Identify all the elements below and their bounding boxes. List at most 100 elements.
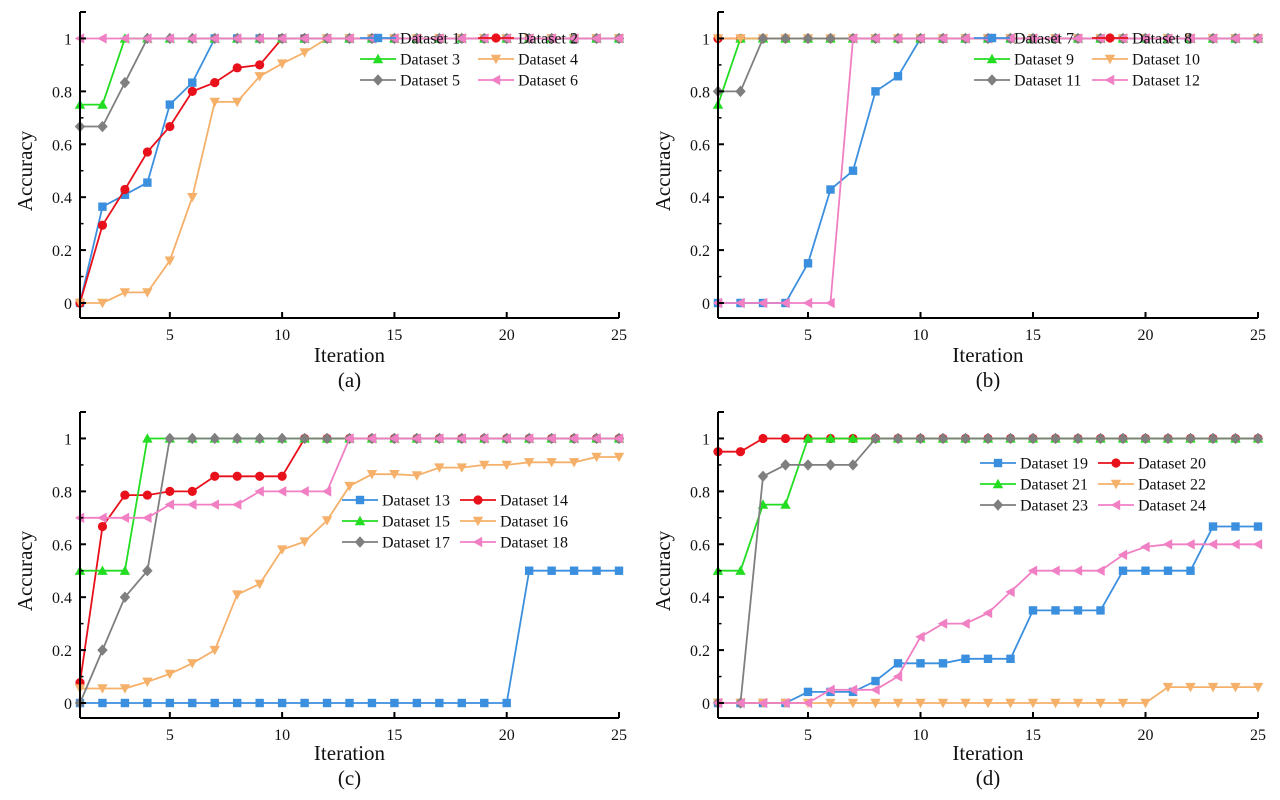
legend-marker: [490, 74, 501, 86]
panel-caption: (d): [976, 766, 1001, 790]
data-point: [735, 297, 745, 309]
data-point: [479, 460, 490, 471]
y-axis-title: Accuracy: [13, 530, 37, 611]
data-point: [1140, 698, 1151, 709]
data-point: [568, 33, 579, 44]
data-point: [412, 698, 422, 708]
data-point: [757, 470, 769, 482]
data-point: [1095, 432, 1106, 445]
data-point: [232, 590, 243, 600]
data-point: [938, 659, 948, 668]
data-point: [1095, 565, 1105, 576]
data-point: [344, 433, 354, 444]
data-point: [142, 288, 153, 298]
legend-item: Dataset 2: [478, 31, 578, 48]
data-point: [546, 433, 556, 444]
series-line: [718, 543, 1258, 704]
data-point: [893, 659, 903, 668]
x-tick-label: 10: [913, 727, 929, 744]
data-point: [254, 486, 264, 497]
y-tick-label: 0: [64, 696, 72, 713]
y-tick-label: 0.2: [52, 643, 72, 660]
legend: Dataset 7 Dataset 8 Dataset 9 Dataset 10 Dat…: [974, 31, 1200, 90]
data-point: [97, 33, 107, 44]
data-point: [1185, 539, 1195, 550]
data-point: [321, 33, 332, 44]
legend-item: Dataset 4: [478, 52, 578, 69]
data-point: [97, 298, 108, 309]
data-point: [254, 432, 265, 445]
x-tick-label: 25: [611, 327, 627, 344]
data-point: [434, 433, 444, 444]
legend-marker: [992, 478, 1004, 489]
x-tick-label: 15: [1025, 727, 1041, 744]
y-tick-label: 0: [702, 296, 710, 313]
panel-a: 00.20.40.60.815 10 15 20 25IterationAccuracy…: [13, 11, 627, 392]
data-point: [277, 471, 287, 481]
data-point: [142, 490, 152, 500]
data-point: [614, 566, 624, 575]
data-point: [1028, 606, 1038, 615]
data-point: [1207, 432, 1219, 445]
legend-label: Dataset 22: [1138, 477, 1206, 494]
data-point: [735, 565, 746, 575]
data-point: [757, 32, 769, 45]
legend-marker: [1110, 499, 1121, 511]
data-point: [119, 684, 131, 694]
data-point: [277, 698, 287, 708]
data-point: [276, 432, 288, 445]
data-point: [165, 121, 175, 132]
data-point: [1006, 654, 1015, 664]
panel-d: 00.20.40.60.815 10 15 20 25IterationAccuracy…: [651, 411, 1266, 790]
legend-marker: [472, 516, 484, 527]
legend-marker: [992, 499, 1004, 511]
legend-marker: [986, 74, 998, 86]
data-point: [780, 459, 791, 471]
legend-label: Dataset 11: [1014, 73, 1081, 90]
y-tick-label: 0.6: [52, 537, 72, 554]
x-tick-label: 20: [499, 727, 515, 744]
data-point: [232, 471, 242, 481]
data-point: [1230, 682, 1241, 693]
legend-item: Dataset 21: [980, 477, 1088, 494]
data-point: [276, 486, 287, 497]
data-point: [960, 33, 970, 44]
legend-label: Dataset 24: [1138, 498, 1206, 515]
data-point: [1185, 432, 1196, 445]
series-line: [80, 569, 619, 704]
y-tick-label: 0.8: [690, 484, 710, 501]
data-point: [825, 433, 836, 443]
legend-item: Dataset 14: [460, 493, 568, 510]
data-point: [321, 432, 333, 445]
data-point: [591, 33, 601, 44]
data-point: [97, 220, 108, 230]
y-tick-label: 0.8: [52, 484, 72, 501]
x-tick-label: 15: [1025, 327, 1041, 344]
data-point: [1073, 606, 1083, 615]
data-point: [98, 698, 107, 708]
data-point: [457, 698, 466, 708]
y-tick-label: 1: [64, 431, 72, 448]
legend-marker: [473, 495, 483, 505]
data-point: [276, 59, 288, 69]
data-point: [802, 459, 814, 471]
data-point: [142, 147, 152, 157]
x-tick-label: 10: [274, 327, 290, 344]
data-point: [1050, 432, 1061, 445]
data-point: [780, 32, 791, 45]
data-point: [523, 458, 535, 468]
data-point: [937, 698, 949, 709]
legend-item: Dataset 17: [342, 535, 450, 552]
y-axis-title: Accuracy: [651, 130, 675, 211]
x-tick-label: 25: [1250, 727, 1266, 744]
legend-label: Dataset 9: [1014, 52, 1074, 69]
data-point: [390, 698, 399, 708]
legend-item: Dataset 11: [974, 73, 1081, 90]
data-point: [276, 545, 288, 555]
y-tick-label: 0.8: [690, 84, 710, 101]
legend-label: Dataset 17: [382, 535, 450, 552]
x-tick-label: 20: [1138, 727, 1154, 744]
legend-label: Dataset 20: [1138, 456, 1206, 473]
data-point: [1117, 698, 1129, 709]
data-point: [164, 432, 176, 445]
